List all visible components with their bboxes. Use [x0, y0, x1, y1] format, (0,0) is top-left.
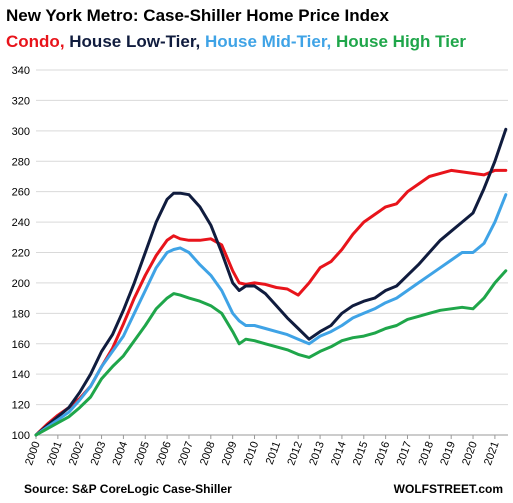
x-tick-label: 2000 [23, 440, 43, 467]
x-axis: 2000 2001 2002 2003 2004 2005 2006 2007 2008 2009… [23, 435, 502, 467]
x-tick-label: 2003 [89, 440, 109, 467]
y-tick-label: 120 [12, 400, 30, 412]
y-tick-label: 220 [12, 248, 30, 260]
series-line-house-mid-tier [34, 193, 508, 437]
x-tick-label: 2004 [111, 440, 131, 467]
x-tick-label: 2015 [351, 440, 371, 467]
source-note: Source: S&P CoreLogic Case-Shiller [24, 482, 232, 496]
y-tick-label: 200 [12, 278, 30, 290]
y-tick-label: 320 [12, 95, 30, 107]
x-tick-label: 2019 [438, 440, 458, 467]
x-tick-label: 2012 [285, 440, 305, 467]
series-line-house-low-tier [34, 127, 508, 437]
x-tick-label: 2001 [45, 440, 65, 467]
x-tick-label: 2009 [220, 440, 240, 467]
y-tick-label: 100 [12, 430, 30, 442]
legend: Condo, House Low-Tier, House Mid-Tier, H… [6, 32, 466, 52]
grid [36, 69, 508, 436]
series-line-condo [34, 168, 508, 437]
y-axis: 100 120 140 160 180 200 220 240 260 280 300 320 340 [12, 65, 30, 442]
y-tick-label: 180 [12, 308, 30, 320]
chart-title: New York Metro: Case-Shiller Home Price … [6, 6, 389, 25]
x-tick-label: 2005 [132, 440, 152, 467]
x-tick-label: 2017 [395, 440, 415, 467]
x-tick-label: 2008 [198, 440, 218, 467]
y-tick-label: 160 [12, 339, 30, 351]
legend-condo: Condo, [6, 32, 65, 51]
y-tick-label: 140 [12, 369, 30, 381]
y-tick-label: 280 [12, 156, 30, 168]
x-tick-label: 2014 [329, 440, 349, 467]
x-tick-label: 2021 [482, 440, 502, 467]
y-tick-label: 240 [12, 217, 30, 229]
x-tick-label: 2011 [264, 440, 283, 466]
legend-house-mid-tier: House Mid-Tier, [200, 32, 332, 51]
legend-house-high-tier: House High Tier [331, 32, 467, 51]
x-tick-label: 2013 [307, 440, 327, 467]
x-tick-label: 2020 [460, 440, 480, 467]
x-tick-label: 2007 [176, 440, 196, 467]
series-line-house-high-tier [34, 269, 508, 437]
legend-house-low-tier: House Low-Tier, [64, 32, 201, 51]
y-tick-label: 340 [12, 65, 30, 77]
x-tick-label: 2010 [242, 440, 262, 467]
x-tick-label: 2006 [154, 440, 174, 467]
y-tick-label: 260 [12, 187, 30, 199]
series-lines [34, 127, 508, 437]
x-tick-label: 2018 [417, 440, 437, 467]
brand-label: WOLFSTREET.com [393, 482, 503, 496]
x-tick-label: 2016 [373, 440, 393, 467]
x-tick-label: 2002 [67, 440, 87, 467]
y-tick-label: 300 [12, 126, 30, 138]
